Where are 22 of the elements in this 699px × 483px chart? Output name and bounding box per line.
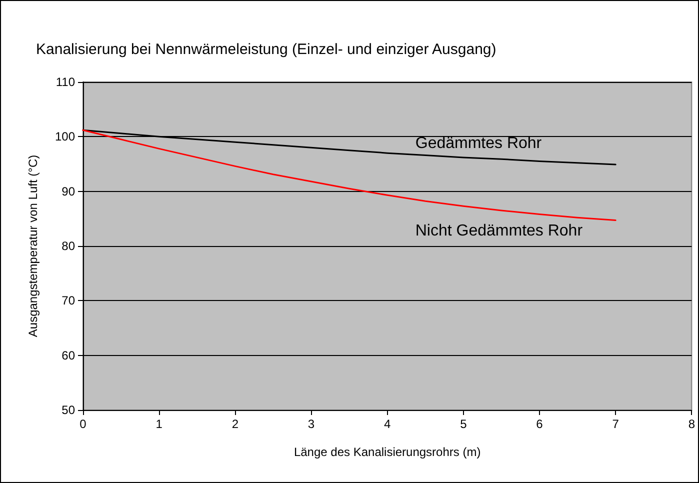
x-tick-label: 6	[536, 417, 544, 431]
chart-title: Kanalisierung bei Nennwärmeleistung (Einzel- und einziger Ausgang)	[36, 41, 496, 58]
x-tick-label: 5	[460, 417, 468, 431]
series-label: Gedämmtes Rohr	[415, 134, 542, 152]
x-tick-label: 1	[156, 417, 163, 431]
y-tick-label: 110	[56, 75, 76, 89]
x-tick-label: 7	[612, 417, 620, 431]
y-tick-label: 100	[54, 130, 76, 144]
y-tick-label: 70	[62, 294, 76, 308]
x-tick-label: 4	[384, 417, 391, 431]
y-axis-title: Ausgangstemperatur von Luft (°C)	[26, 154, 40, 338]
y-tick-label: 90	[62, 184, 76, 198]
y-tick-label: 50	[62, 403, 76, 417]
x-tick-label: 2	[232, 417, 239, 431]
x-tick-label: 8	[688, 417, 696, 431]
x-tick-label: 3	[308, 417, 315, 431]
x-tick-label: 0	[80, 417, 87, 431]
y-tick-label: 60	[62, 348, 76, 362]
y-tick-label: 80	[62, 239, 76, 253]
line-series	[82, 129, 616, 222]
x-axis-title: Länge des Kanalisierungsrohrs (m)	[294, 445, 481, 459]
series-label: Nicht Gedämmtes Rohr	[415, 222, 584, 240]
